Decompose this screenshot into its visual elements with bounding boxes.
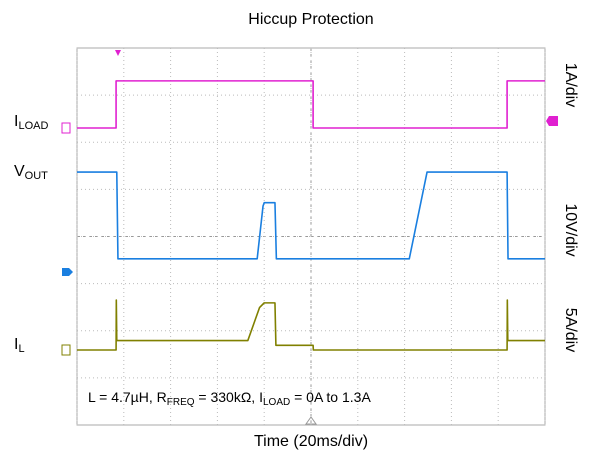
series-name-sub: LOAD [18,120,48,132]
channel-marker [62,268,73,276]
series-name: V [14,163,25,180]
chart-title: Hiccup Protection [248,11,373,28]
x-axis-label: Time (20ms/div) [254,433,368,450]
annotation-sub: LOAD [263,397,290,408]
trace [77,171,545,260]
channel-marker [61,344,71,356]
annotation-text: = 0A to 1.3A [290,389,371,405]
annotation-text: = 330kΩ, I [195,389,263,405]
series-label: ILOAD [14,113,48,132]
series-label: IL [14,336,25,355]
scale-label: 5A/div [562,308,579,352]
annotation: L = 4.7µH, RFREQ = 330kΩ, ILOAD = 0A to … [88,389,371,408]
trigger-marker [115,50,121,56]
series-name-sub: OUT [25,170,49,182]
series-label: VOUT [14,163,48,182]
series-name: I [14,113,18,130]
scale-label: 10V/div [562,203,579,256]
annotation-sub: FREQ [167,397,195,408]
scale-label: 1A/div [562,63,579,107]
annotation-text: L = 4.7µH, R [88,389,167,405]
trace [77,299,545,351]
channel-marker [61,122,71,134]
channel-marker [546,116,558,126]
series-name: I [14,336,18,353]
series-name-sub: L [18,343,24,355]
trace [77,80,545,129]
